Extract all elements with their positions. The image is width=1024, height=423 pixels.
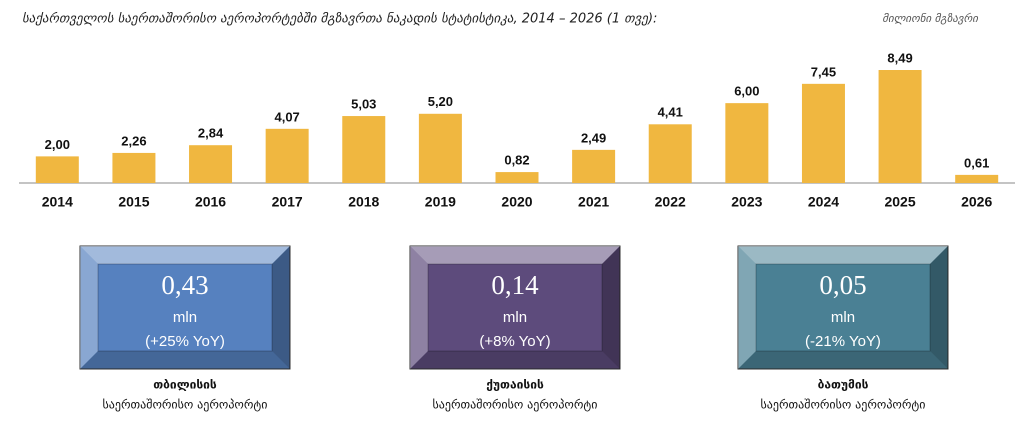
value-label: 5,03: [351, 96, 376, 111]
x-tick-label: 2024: [808, 194, 839, 210]
bar: [112, 152, 156, 183]
box-face: [755, 263, 931, 352]
bar: [418, 113, 462, 183]
x-tick-label: 2021: [578, 194, 609, 210]
airport-subtitle: საერთაშორისო აეროპორტი: [761, 398, 926, 412]
bar: [265, 128, 309, 183]
box-bevel: [272, 246, 290, 369]
bar: [189, 145, 233, 183]
box-face: [427, 263, 603, 352]
box-bevel: [80, 246, 98, 369]
bar: [878, 70, 922, 183]
bar: [725, 103, 769, 183]
x-tick-label: 2017: [272, 194, 303, 210]
value-label: 6,00: [734, 84, 759, 99]
value-label: 4,07: [274, 109, 299, 124]
box-bevel: [80, 246, 290, 264]
x-tick-label: 2015: [118, 194, 149, 210]
airport-unit: mln: [173, 309, 197, 326]
airport-value: 0,14: [491, 270, 539, 300]
airport-subtitle: საერთაშორისო აეროპორტი: [433, 398, 598, 412]
value-label: 5,20: [428, 94, 453, 109]
box-bevel: [738, 351, 948, 369]
airport-unit: mln: [503, 309, 527, 326]
x-tick-label: 2014: [42, 194, 73, 210]
x-tick-label: 2025: [884, 194, 915, 210]
x-tick-label: 2023: [731, 194, 762, 210]
value-label: 7,45: [811, 64, 836, 79]
bar: [495, 172, 539, 183]
bar: [572, 149, 616, 183]
x-tick-label: 2018: [348, 194, 379, 210]
airport-name: ბათუმის: [818, 378, 869, 392]
box-bevel: [930, 246, 948, 369]
value-label: 2,84: [198, 126, 224, 141]
box-bevel: [410, 246, 620, 264]
value-label: 2,49: [581, 130, 606, 145]
box-face: [97, 263, 273, 352]
bar: [648, 124, 692, 183]
airport-value: 0,43: [161, 270, 208, 300]
chart-title: საქართველოს საერთაშორისო აეროპორტებში მგ…: [22, 12, 657, 27]
x-tick-label: 2022: [655, 194, 686, 210]
value-label: 4,41: [658, 105, 683, 120]
x-tick-label: 2026: [961, 194, 992, 210]
value-label: 8,49: [887, 50, 912, 65]
bar: [342, 116, 386, 183]
x-tick-label: 2019: [425, 194, 456, 210]
bar: [955, 174, 999, 183]
airport-change: (-21% YoY): [805, 333, 881, 350]
box-bevel: [410, 351, 620, 369]
value-label: 0,61: [964, 155, 989, 170]
x-tick-label: 2020: [501, 194, 532, 210]
unit-label: მილიონი მგზავრი: [882, 12, 979, 25]
airport-name: თბილისის: [153, 378, 217, 392]
box-bevel: [410, 246, 428, 369]
bar: [801, 83, 845, 183]
airport-subtitle: საერთაშორისო აეროპორტი: [103, 398, 268, 412]
value-label: 2,00: [45, 137, 70, 152]
bar: [35, 156, 79, 183]
box-bevel: [738, 246, 756, 369]
airport-change: (+25% YoY): [145, 333, 225, 350]
airport-value: 0,05: [819, 270, 866, 300]
box-bevel: [80, 351, 290, 369]
airport-name: ქუთაისის: [486, 378, 544, 392]
airport-unit: mln: [831, 309, 855, 326]
box-bevel: [738, 246, 948, 264]
airport-change: (+8% YoY): [479, 333, 550, 350]
x-tick-label: 2016: [195, 194, 226, 210]
box-bevel: [602, 246, 620, 369]
value-label: 0,82: [504, 153, 529, 168]
value-label: 2,26: [121, 133, 146, 148]
